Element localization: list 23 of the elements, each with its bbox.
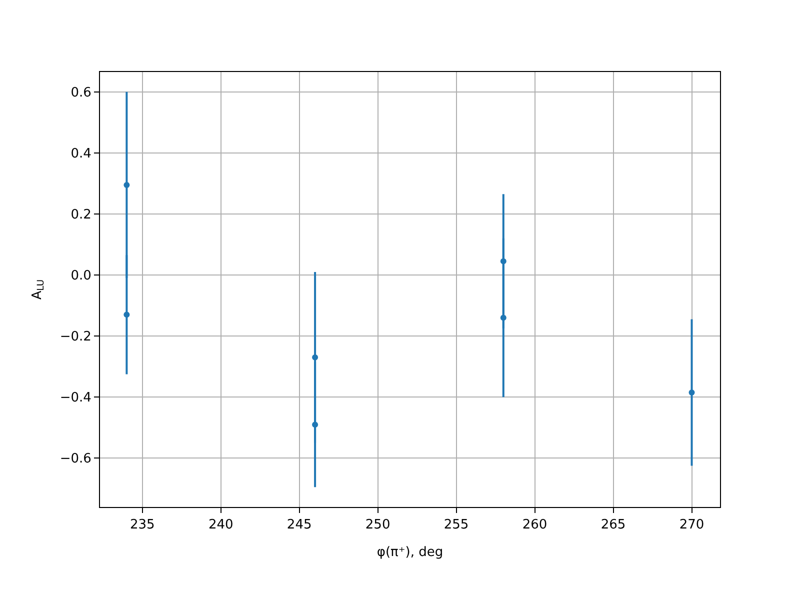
y-tick-label: 0.2: [70, 208, 92, 222]
x-axis-title: φ(π⁺), deg: [376, 545, 444, 560]
y-tick-label: 0.4: [70, 146, 92, 162]
point: [124, 312, 130, 318]
y-tick-label: −0.4: [60, 390, 92, 406]
y-tick-label: −0.6: [60, 452, 92, 467]
x-tick-label: 270: [679, 518, 704, 533]
x-tick-label: 265: [600, 518, 626, 533]
point: [124, 182, 130, 188]
x-tick-label: 255: [444, 518, 469, 533]
x-tick-label: 260: [522, 518, 548, 533]
y-tick-label: 0.0: [70, 268, 92, 284]
point: [500, 314, 506, 321]
x-tick-label: 240: [208, 518, 234, 533]
x-tick-label: 250: [365, 518, 390, 533]
y-tick-label: −0.2: [60, 330, 92, 345]
point: [688, 390, 695, 396]
y-tick-label: 0.6: [70, 85, 92, 100]
point: [500, 258, 506, 264]
point: [312, 354, 318, 360]
x-tick-label: 245: [286, 518, 312, 533]
x-tick-label: 235: [130, 518, 155, 533]
point: [312, 422, 318, 428]
